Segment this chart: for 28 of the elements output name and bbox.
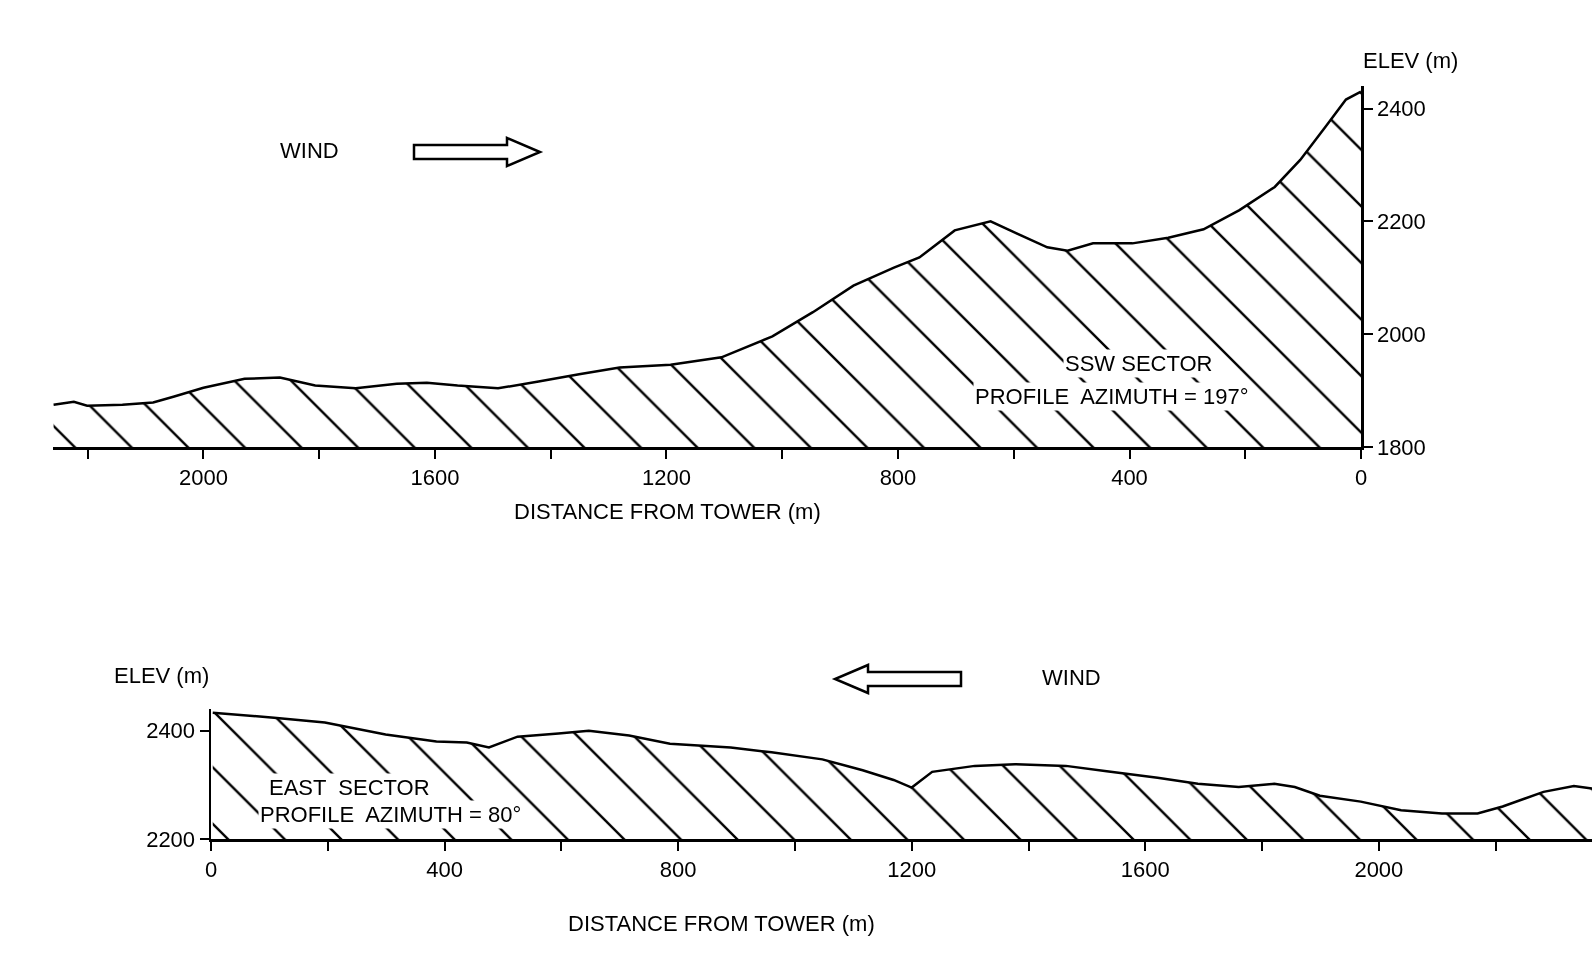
x-tick-label: 1200	[887, 856, 937, 882]
x-tick-label: 0	[1354, 464, 1368, 490]
y-tick-label: 2400	[1376, 96, 1426, 122]
y-axis-title: ELEV (m)	[1363, 48, 1459, 73]
annotation: PROFILE AZIMUTH = 80°	[260, 802, 522, 827]
y-tick-label: 1800	[1376, 434, 1426, 460]
x-tick-label: 400	[1111, 464, 1148, 490]
y-tick-label: 2200	[1376, 209, 1426, 235]
x-axis-title: DISTANCE FROM TOWER (m)	[568, 911, 875, 936]
x-tick-label: 400	[426, 856, 463, 882]
annotation: PROFILE AZIMUTH = 197°	[975, 384, 1249, 409]
x-tick-label: 1200	[642, 464, 691, 490]
text: WIND	[1042, 665, 1101, 690]
x-tick-label: 1600	[410, 464, 460, 490]
y-tick-label: 2000	[1376, 321, 1426, 347]
y-tick-label: 2200	[146, 826, 196, 852]
annotation: SSW SECTOR	[1065, 351, 1213, 376]
x-tick-label: 2000	[179, 464, 228, 490]
y-axis-title: ELEV (m)	[114, 663, 210, 688]
x-tick-label: 800	[879, 464, 917, 490]
annotation: EAST SECTOR	[269, 775, 430, 800]
annotation: WIND	[280, 138, 339, 163]
x-tick-label: 1600	[1120, 856, 1170, 882]
x-tick-label: 800	[659, 856, 697, 882]
x-axis-title: DISTANCE FROM TOWER (m)	[514, 499, 821, 524]
x-tick-label: 2000	[1354, 856, 1404, 882]
x-tick-label: 0	[204, 856, 218, 882]
y-tick-label: 2400	[146, 718, 196, 744]
